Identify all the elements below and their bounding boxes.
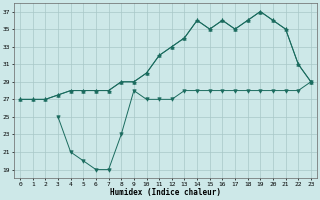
X-axis label: Humidex (Indice chaleur): Humidex (Indice chaleur): [110, 188, 221, 197]
